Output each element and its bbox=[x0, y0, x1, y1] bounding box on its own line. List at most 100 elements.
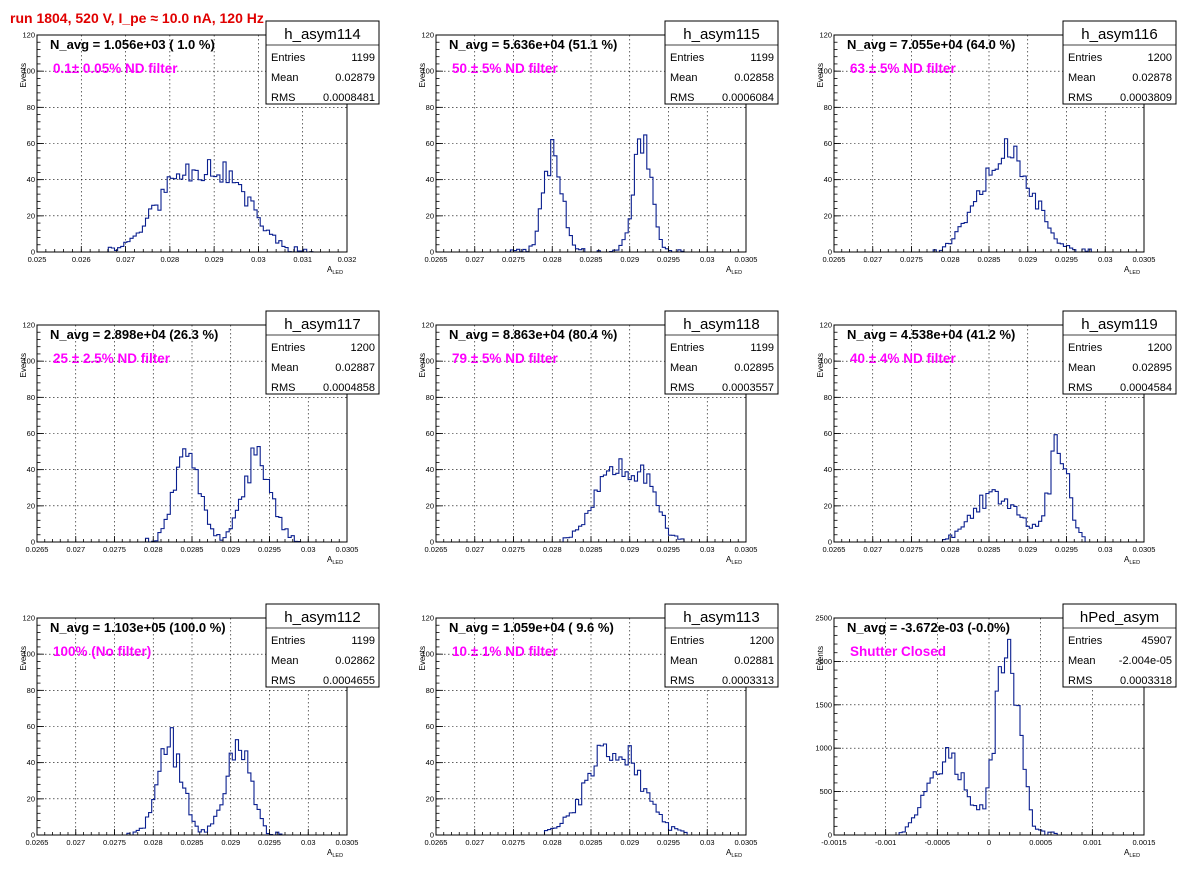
x-tick-label: 0.03 bbox=[301, 838, 316, 847]
x-axis-label-subscript: LED bbox=[731, 853, 742, 859]
x-tick-label: 0.0275 bbox=[900, 255, 923, 264]
x-tick-label: 0.0285 bbox=[978, 545, 1001, 554]
navg-label: N_avg = 5.636e+04 (51.1 %) bbox=[449, 37, 617, 52]
x-tick-label: 0.029 bbox=[620, 255, 639, 264]
navg-label: N_avg = 1.056e+03 ( 1.0 %) bbox=[50, 37, 215, 52]
x-axis-label: ALED bbox=[327, 265, 343, 276]
x-tick-label: 0.029 bbox=[221, 545, 240, 554]
y-axis-label: Events bbox=[816, 646, 825, 670]
y-axis-label: Events bbox=[418, 353, 427, 377]
x-axis-label-subscript: LED bbox=[731, 560, 742, 566]
stats-label: RMS bbox=[271, 675, 295, 687]
x-tick-label: 0.03 bbox=[1098, 255, 1113, 264]
stats-value: 1200 bbox=[750, 635, 774, 647]
filter-label: Shutter Closed bbox=[850, 644, 946, 659]
x-tick-label: 0.032 bbox=[338, 255, 357, 264]
x-tick-label: 0.0285 bbox=[978, 255, 1001, 264]
x-axis-label: ALED bbox=[327, 848, 343, 859]
stats-value: 1199 bbox=[750, 52, 774, 64]
x-tick-label: 0.029 bbox=[221, 838, 240, 847]
x-axis-label-subscript: LED bbox=[332, 270, 343, 276]
y-axis-label: Events bbox=[418, 646, 427, 670]
y-tick-label: 40 bbox=[426, 175, 434, 184]
stats-label: RMS bbox=[271, 92, 295, 104]
y-tick-label: 20 bbox=[426, 794, 434, 803]
y-tick-label: 0 bbox=[828, 248, 832, 257]
stats-box-frame bbox=[1062, 310, 1177, 395]
y-tick-label: 20 bbox=[824, 501, 832, 510]
x-axis-label-subscript: LED bbox=[1129, 853, 1140, 859]
x-axis-label: ALED bbox=[726, 848, 742, 859]
x-tick-label: 0.028 bbox=[160, 255, 179, 264]
y-tick-label: 100 bbox=[819, 67, 832, 76]
x-tick-label: 0.0285 bbox=[181, 545, 204, 554]
navg-label: N_avg = 1.103e+05 (100.0 %) bbox=[50, 620, 226, 635]
y-tick-label: 80 bbox=[824, 393, 832, 402]
histogram-panel-h_asym117: 0.0265 0.027 0.0275 0.028 0.0285 0.029 0.0295 0… bbox=[19, 310, 380, 566]
y-tick-label: 100 bbox=[22, 357, 35, 366]
stats-value: 1199 bbox=[351, 52, 375, 64]
x-tick-label: 0.029 bbox=[620, 545, 639, 554]
y-tick-label: 120 bbox=[22, 614, 35, 623]
stats-value: 0.0004858 bbox=[323, 382, 375, 394]
filter-label: 63 ± 5% ND filter bbox=[850, 61, 956, 76]
navg-label: N_avg = 2.898e+04 (26.3 %) bbox=[50, 327, 218, 342]
stats-box-title: h_asym117 bbox=[284, 316, 360, 333]
filter-label: 40 ± 4% ND filter bbox=[850, 351, 956, 366]
x-axis-label-subscript: LED bbox=[731, 270, 742, 276]
stats-label: RMS bbox=[1068, 675, 1092, 687]
stats-value: 0.02878 bbox=[1132, 72, 1172, 84]
stats-box: hPed_asym Entries 45907 Mean -2.004e-05 RMS 0.… bbox=[1062, 603, 1177, 688]
y-tick-label: 40 bbox=[426, 465, 434, 474]
stats-label: Mean bbox=[670, 72, 698, 84]
x-tick-label: 0.029 bbox=[620, 838, 639, 847]
stats-box: h_asym114 Entries 1199 Mean 0.02879 RMS 0.0008… bbox=[265, 20, 380, 105]
y-tick-label: 20 bbox=[426, 211, 434, 220]
stats-box: h_asym115 Entries 1199 Mean 0.02858 RMS 0.0006… bbox=[664, 20, 779, 105]
x-tick-label: 0.0305 bbox=[735, 838, 758, 847]
x-tick-label: 0 bbox=[987, 838, 991, 847]
y-tick-label: 120 bbox=[421, 321, 434, 330]
y-tick-label: 2000 bbox=[815, 657, 832, 666]
x-tick-label: 0.0275 bbox=[103, 545, 126, 554]
stats-box-frame bbox=[265, 603, 380, 688]
stats-label: Entries bbox=[271, 52, 306, 64]
y-tick-label: 60 bbox=[27, 722, 35, 731]
stats-value: 0.0004584 bbox=[1120, 382, 1172, 394]
x-tick-label: 0.0265 bbox=[425, 545, 448, 554]
stats-value: 1200 bbox=[1148, 342, 1172, 354]
x-tick-label: 0.027 bbox=[66, 838, 85, 847]
stats-value: 1199 bbox=[351, 635, 375, 647]
x-tick-label: 0.027 bbox=[863, 545, 882, 554]
x-tick-label: 0.0285 bbox=[181, 838, 204, 847]
stats-value: 45907 bbox=[1141, 635, 1172, 647]
x-tick-label: -0.0015 bbox=[821, 838, 846, 847]
y-tick-label: 500 bbox=[819, 787, 832, 796]
y-tick-label: 40 bbox=[27, 758, 35, 767]
stats-box-title: hPed_asym bbox=[1080, 609, 1159, 626]
histogram-line bbox=[37, 727, 347, 836]
stats-label: RMS bbox=[670, 92, 694, 104]
y-tick-label: 100 bbox=[22, 650, 35, 659]
filter-label: 50 ± 5% ND filter bbox=[452, 61, 558, 76]
y-tick-label: 0 bbox=[31, 248, 35, 257]
y-tick-label: 20 bbox=[824, 211, 832, 220]
x-tick-label: 0.0265 bbox=[26, 838, 49, 847]
stats-box-frame bbox=[1062, 20, 1177, 105]
y-tick-label: 2500 bbox=[815, 614, 832, 623]
stats-box-frame bbox=[664, 20, 779, 105]
stats-value: -2.004e-05 bbox=[1119, 655, 1172, 667]
stats-box-title: h_asym114 bbox=[284, 26, 360, 43]
navg-label: N_avg = 1.059e+04 ( 9.6 %) bbox=[449, 620, 614, 635]
x-tick-label: 0.0305 bbox=[336, 545, 359, 554]
y-tick-label: 0 bbox=[430, 538, 434, 547]
x-tick-label: 0.0295 bbox=[657, 545, 680, 554]
x-tick-label: 0.0305 bbox=[735, 545, 758, 554]
y-tick-label: 100 bbox=[421, 357, 434, 366]
y-tick-label: 100 bbox=[421, 650, 434, 659]
x-tick-label: 0.027 bbox=[465, 545, 484, 554]
y-tick-label: 60 bbox=[426, 429, 434, 438]
x-tick-label: 0.0285 bbox=[580, 545, 603, 554]
stats-box: h_asym116 Entries 1200 Mean 0.02878 RMS 0.0003… bbox=[1062, 20, 1177, 105]
y-axis-label: Events bbox=[19, 646, 28, 670]
